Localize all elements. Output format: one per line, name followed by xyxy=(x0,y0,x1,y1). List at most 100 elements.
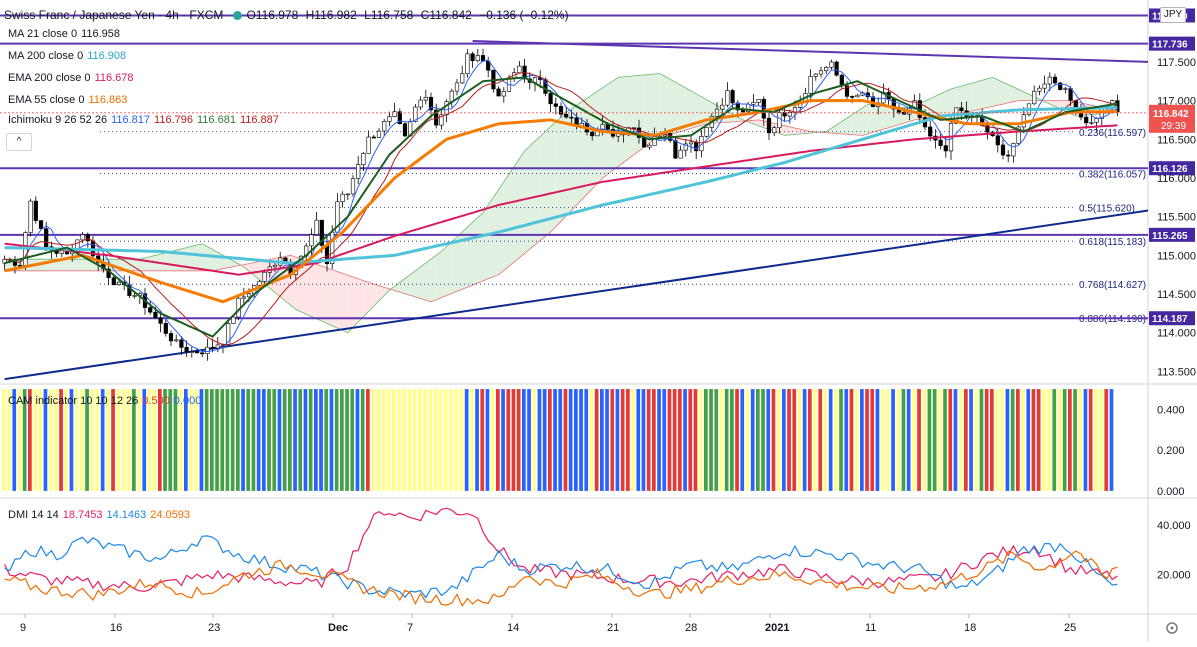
dmi-line-DI− xyxy=(4,535,1118,599)
cam-bar xyxy=(64,389,69,491)
cam-bar xyxy=(163,389,167,491)
legend-ema55[interactable]: EMA 55 close 0 116.863 xyxy=(8,94,131,106)
currency-badge[interactable]: JPY xyxy=(1160,7,1186,23)
ichimoku-spanb-value: 116.681 xyxy=(196,114,236,126)
candle-body xyxy=(319,219,324,246)
cam-bar xyxy=(683,389,687,491)
ichimoku-cloud-segment xyxy=(888,106,894,128)
candle-body xyxy=(683,143,688,151)
cam-bar xyxy=(782,389,786,491)
ichimoku-cloud-segment xyxy=(472,217,478,286)
cam-bar xyxy=(600,389,604,491)
candle-body xyxy=(688,141,694,145)
cam-bar xyxy=(314,389,318,491)
cam-bar xyxy=(38,389,43,491)
ichimoku-cloud-segment xyxy=(649,73,655,144)
cam-bar xyxy=(28,389,32,491)
cam-bar xyxy=(860,389,864,491)
candle-body xyxy=(153,311,158,319)
ichimoku-cloud-segment xyxy=(987,77,993,108)
price-tick-label: 115.000 xyxy=(1157,250,1196,262)
candle-body xyxy=(995,135,1000,146)
cam-bar xyxy=(865,389,869,491)
legend-ema200[interactable]: EMA 200 close 0 116.678 xyxy=(8,72,138,84)
gear-icon[interactable] xyxy=(1166,622,1178,634)
ichimoku-cloud-segment xyxy=(150,255,156,271)
cam-bar xyxy=(345,389,349,491)
ichimoku-cloud-segment xyxy=(665,76,671,137)
ichimoku-cloud-segment xyxy=(358,278,364,323)
dmi-value-plus: 18.7453 xyxy=(62,509,103,521)
symbol-title[interactable]: Swiss Franc / Japanese Yen · 4h · FXCM xyxy=(4,8,224,22)
countdown-label: 29:39 xyxy=(1161,121,1186,132)
ichimoku-cloud-segment xyxy=(1003,82,1009,105)
candle-body xyxy=(548,93,553,105)
candle-body xyxy=(600,124,605,130)
candle-body xyxy=(200,352,205,355)
ichimoku-cloud-segment xyxy=(72,259,78,271)
candle-body xyxy=(38,220,44,229)
candle-body xyxy=(735,102,740,111)
legend-ma200[interactable]: MA 200 close 0 116.908 xyxy=(8,50,130,62)
cam-bar xyxy=(906,389,911,491)
cam-bar xyxy=(844,389,849,491)
candle-body xyxy=(262,271,267,282)
cam-bar xyxy=(615,389,620,491)
candle-body xyxy=(1032,90,1037,105)
cam-bar xyxy=(932,389,937,491)
ichimoku-cloud-segment xyxy=(852,111,858,136)
ichimoku-cloud-segment xyxy=(867,104,873,134)
cam-bar xyxy=(506,389,511,491)
candle-body xyxy=(241,296,246,299)
legend-ma21[interactable]: MA 21 close 0 116.958 xyxy=(8,28,124,40)
cam-bar xyxy=(303,389,308,491)
cam-bar xyxy=(490,389,495,491)
cam-bar xyxy=(657,389,661,491)
candle-body xyxy=(350,178,356,195)
cam-bar xyxy=(1057,389,1062,491)
candle-body xyxy=(2,258,7,264)
cam-bar xyxy=(761,389,765,491)
cam-bar xyxy=(152,389,157,491)
eye-icon[interactable] xyxy=(233,11,243,20)
candle-body xyxy=(756,98,761,103)
cam-bar xyxy=(428,389,433,491)
cam-bar xyxy=(381,389,386,491)
ichimoku-cloud-segment xyxy=(982,78,988,109)
cam-bar xyxy=(392,389,396,491)
dmi-legend[interactable]: DMI 14 14 18.7453 14.1463 24.0593 xyxy=(8,509,194,521)
cam-bar xyxy=(282,389,287,491)
candle-body xyxy=(855,94,860,98)
cam-bar xyxy=(132,389,136,491)
candle-body xyxy=(231,316,236,324)
candle-body xyxy=(834,61,839,76)
candle-body xyxy=(517,65,522,73)
candle-body xyxy=(454,82,460,92)
cam-bar xyxy=(766,389,771,491)
cam-bar xyxy=(818,389,823,491)
candle-body xyxy=(184,347,189,353)
ichimoku-cloud-segment xyxy=(165,251,171,271)
cam-bar xyxy=(194,389,199,491)
ichimoku-cloud-segment xyxy=(405,274,411,296)
cam-bar xyxy=(262,389,266,491)
cam-bar xyxy=(589,389,594,491)
cam-bar xyxy=(1010,389,1015,491)
ichimoku-cloud-segment xyxy=(550,121,556,233)
legend-ichimoku[interactable]: Ichimoku 9 26 52 26 116.817 116.796 116.681… xyxy=(8,114,283,126)
cam-legend[interactable]: CAM indicator 10 10 12 26 0.500 0.000 xyxy=(8,395,205,407)
cam-bar xyxy=(1000,389,1005,491)
cam-bar xyxy=(1068,389,1072,491)
time-axis-label: 25 xyxy=(1064,622,1076,634)
time-axis-label: 2021 xyxy=(765,622,789,634)
cam-bar xyxy=(470,389,474,491)
high-label: H xyxy=(305,8,315,22)
candle-body xyxy=(402,123,408,137)
collapse-legend-button[interactable]: ^ xyxy=(6,133,32,151)
ema-200-line xyxy=(4,124,1118,276)
cam-bar xyxy=(516,389,521,491)
cam-bar xyxy=(80,389,84,491)
cam-bar xyxy=(912,389,916,491)
cam-bar xyxy=(1104,389,1109,491)
